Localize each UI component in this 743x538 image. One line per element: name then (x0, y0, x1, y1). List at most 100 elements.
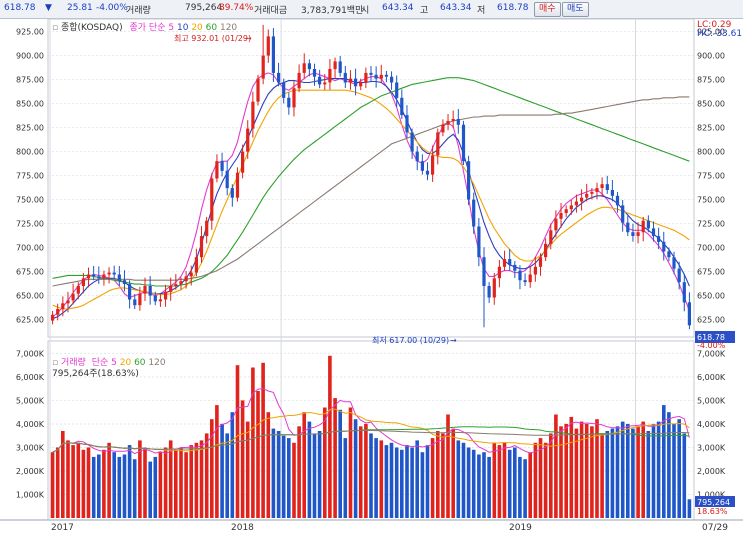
volume-value: 795,264 (185, 3, 223, 13)
candle-body (333, 61, 337, 70)
volume-bar (471, 449, 476, 518)
candle-body (477, 226, 481, 258)
candle-body (651, 228, 656, 237)
candle-body (323, 82, 327, 85)
open-label: 시 (361, 6, 370, 16)
volume-tick-right: 4,000K (697, 420, 726, 429)
volume-bar (204, 433, 209, 518)
volume-bar (71, 445, 75, 518)
candle-body (51, 314, 55, 321)
sell-button[interactable]: 매도 (562, 2, 589, 17)
candle-body (672, 257, 676, 269)
candle-body (343, 72, 347, 83)
volume-tick-right: 7,000K (697, 349, 726, 358)
candle-body (533, 266, 537, 275)
volume-bar (554, 414, 558, 518)
candle-body (158, 299, 162, 302)
candle-body (251, 101, 255, 129)
candle-body (451, 119, 455, 121)
candle-body (682, 282, 686, 303)
candle-body (97, 276, 101, 279)
volume-tick-left: 3,000K (16, 443, 45, 452)
candle-body (307, 63, 311, 70)
volume-tick-left: 4,000K (16, 420, 45, 429)
candle-body (631, 232, 635, 236)
x-axis-strip (0, 520, 743, 538)
volume-bar (405, 445, 409, 518)
candle-body (194, 257, 198, 273)
candle-body (184, 276, 188, 282)
volume-bar (446, 414, 450, 518)
volume-bar (672, 423, 676, 518)
volume-bar (610, 428, 615, 518)
price-tick-left: 900.00 (16, 52, 44, 61)
candle-body (497, 266, 501, 279)
volume-tick-left: 7,000K (16, 349, 45, 358)
candle-body (467, 161, 471, 200)
price-tick-left: 650.00 (16, 292, 44, 301)
volume-bar (251, 367, 255, 518)
candle-body (687, 302, 691, 326)
volume-bar (215, 405, 219, 518)
candle-body (76, 286, 80, 294)
candle-body (502, 259, 507, 267)
candle-body (559, 213, 563, 219)
volume-bar (132, 459, 137, 518)
open-value: 643.34 (382, 3, 414, 13)
candle-body (390, 76, 394, 83)
volume-tick-right: 2,000K (697, 467, 726, 476)
volume-bar (400, 449, 404, 518)
candle-body (117, 274, 121, 281)
ma-label: 종가 단순 (129, 23, 166, 33)
volume-bar (271, 428, 276, 518)
volume-bar (549, 433, 553, 518)
volume-bar (122, 454, 127, 518)
candle-body (179, 281, 183, 285)
volume-bar (492, 442, 497, 518)
volume-bar (441, 433, 445, 518)
candle-body (549, 230, 553, 244)
volume-bar (328, 355, 332, 518)
volume-bar (276, 431, 281, 518)
volume-bar (574, 428, 579, 518)
volume-bar (461, 442, 466, 518)
volume-label: 거래량 (126, 6, 151, 16)
volume-bar (569, 416, 574, 518)
volume-bar (143, 447, 147, 518)
volume-tick-right: 5,000K (697, 396, 726, 405)
volume-bar (677, 419, 681, 518)
last-price-box (695, 331, 735, 343)
candle-body (636, 232, 640, 236)
last-volume-label: 795,264 (697, 498, 730, 507)
vma5-period: 5 (111, 358, 117, 368)
candle-body (528, 274, 532, 283)
candle-body (410, 132, 414, 152)
hc-label: HC:-33.61 (697, 29, 743, 39)
candle-body (348, 78, 353, 83)
candle-body (287, 97, 291, 108)
volume-bar (256, 391, 260, 518)
candle-body (205, 220, 209, 237)
candle-body (436, 132, 440, 156)
price-tick-right: 800.00 (697, 148, 725, 157)
volume-bar (225, 433, 229, 518)
current-price: 618.78 (4, 3, 36, 13)
candle-body (615, 195, 620, 206)
candle-body (338, 61, 342, 73)
volume-ratio: 89.74% (219, 3, 254, 13)
candle-body (554, 218, 558, 231)
candle-body (199, 236, 204, 258)
volume-bar (184, 452, 188, 518)
volume-bar (66, 440, 70, 518)
candle-body (574, 201, 578, 206)
volume-bar (220, 423, 224, 518)
x-end-label: 07/29 (702, 523, 728, 533)
quote-bar: 618.78 ▼ 25.81 -4.00% 거래량 795,264 89.74%… (0, 0, 743, 19)
volume-bar (86, 447, 91, 518)
volume-bar (364, 423, 368, 518)
candle-body (81, 278, 85, 286)
volume-bar (61, 431, 65, 518)
buy-button[interactable]: 매수 (534, 2, 561, 17)
volume-legend-marker-icon: ▫ (52, 358, 59, 368)
candle-body (369, 72, 373, 75)
